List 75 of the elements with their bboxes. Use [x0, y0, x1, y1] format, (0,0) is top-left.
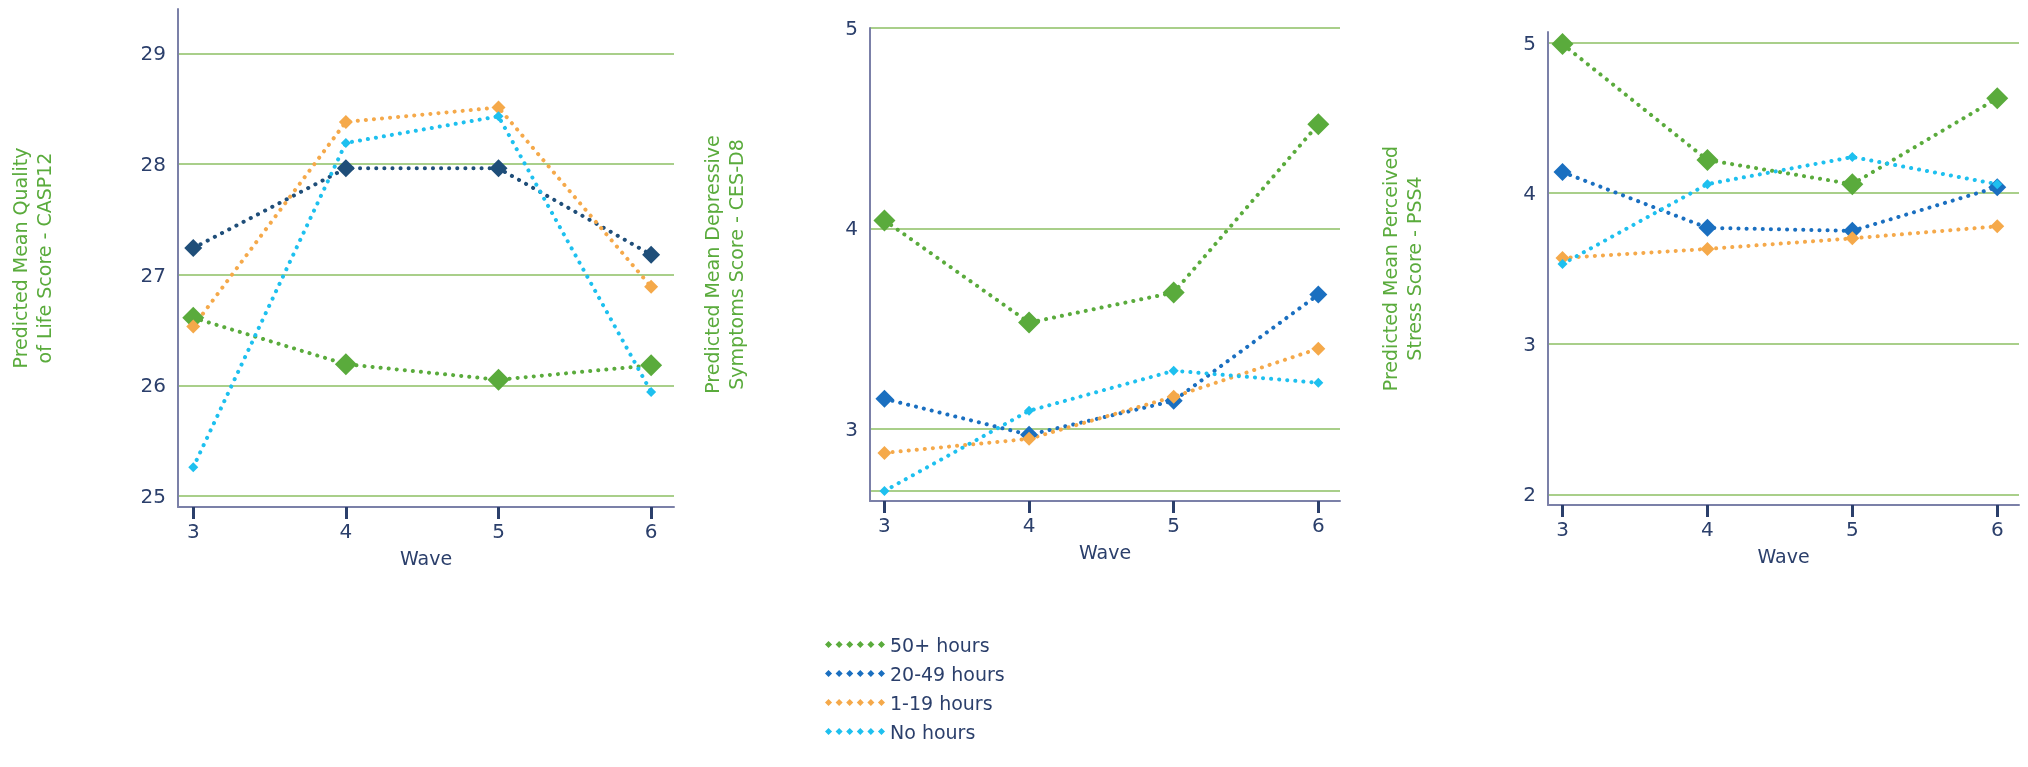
point: [1166, 389, 1181, 404]
point: [334, 353, 357, 376]
point: [1309, 285, 1328, 304]
x-tick-label: 4: [1022, 513, 1036, 537]
point: [1986, 87, 2009, 110]
y-tick-label: 5: [1523, 30, 1536, 55]
point: [1024, 405, 1035, 416]
y-tick-label: 4: [1523, 181, 1536, 206]
point: [1311, 341, 1326, 356]
point: [646, 386, 657, 397]
point: [1700, 241, 1715, 256]
point: [1018, 311, 1041, 334]
point: [184, 239, 203, 258]
legend-label: No hours: [890, 720, 976, 743]
point: [487, 368, 510, 391]
x-tick-label: 5: [1167, 513, 1181, 537]
point: [1307, 113, 1330, 136]
y-tick-label: 3: [1523, 331, 1536, 356]
point: [642, 245, 661, 264]
point: [1696, 149, 1719, 172]
point: [875, 389, 894, 408]
x-tick-label: 6: [1311, 513, 1325, 537]
x-axis-title: Wave: [399, 546, 453, 569]
y-tick-label: 26: [140, 373, 166, 398]
y-axis-title: Predicted Mean Perceived Stress Score - PSS4: [1379, 145, 1425, 392]
point: [338, 114, 353, 129]
y-axis-title: Predicted Mean Depressive Symptoms Score - CES-D8: [701, 135, 747, 394]
point: [644, 279, 659, 294]
point: [1702, 179, 1713, 190]
point: [186, 319, 201, 334]
y-tick-label: 3: [845, 416, 858, 441]
point: [1313, 377, 1324, 388]
y-tick-label: 29: [140, 41, 166, 66]
x-tick-label: 3: [878, 513, 891, 537]
point: [1551, 33, 1574, 56]
point: [1845, 231, 1860, 246]
point: [1162, 281, 1185, 304]
point: [640, 354, 663, 377]
point: [873, 209, 896, 232]
x-tick-label: 3: [186, 519, 200, 543]
point: [340, 137, 351, 148]
point: [879, 485, 890, 496]
point: [877, 445, 892, 460]
point: [1553, 163, 1572, 182]
x-tick-label: 6: [644, 519, 658, 543]
y-axis-title: Predicted Mean Quality of Life Score - CASP12: [9, 147, 55, 369]
point: [489, 159, 508, 178]
x-tick-label: 6: [1990, 517, 2004, 541]
x-tick-label: 4: [1701, 517, 1714, 541]
point: [336, 159, 355, 178]
x-tick-label: 3: [1556, 517, 1569, 541]
point: [1990, 219, 2005, 234]
y-tick-label: 25: [140, 483, 166, 508]
point: [493, 111, 504, 122]
x-tick-label: 5: [492, 519, 505, 543]
x-tick-label: 4: [339, 519, 353, 543]
point: [188, 462, 199, 473]
legend-label: 20-49 hours: [890, 662, 1005, 685]
y-tick-label: 28: [140, 151, 166, 176]
point: [491, 100, 506, 115]
point: [1841, 173, 1864, 196]
y-tick-label: 27: [140, 262, 166, 287]
legend-label: 50+ hours: [890, 633, 990, 656]
x-axis-title: Wave: [1078, 540, 1132, 563]
x-tick-label: 5: [1845, 517, 1859, 541]
legend-label: 1-19 hours: [890, 691, 993, 714]
point: [1698, 218, 1717, 237]
y-tick-label: 2: [1523, 482, 1536, 507]
y-tick-label: 4: [845, 216, 858, 241]
x-axis-title: Wave: [1757, 544, 1810, 567]
point: [1168, 365, 1179, 376]
y-tick-label: 5: [845, 16, 858, 40]
point: [1557, 258, 1568, 269]
point: [1022, 431, 1037, 446]
point: [1847, 152, 1858, 163]
